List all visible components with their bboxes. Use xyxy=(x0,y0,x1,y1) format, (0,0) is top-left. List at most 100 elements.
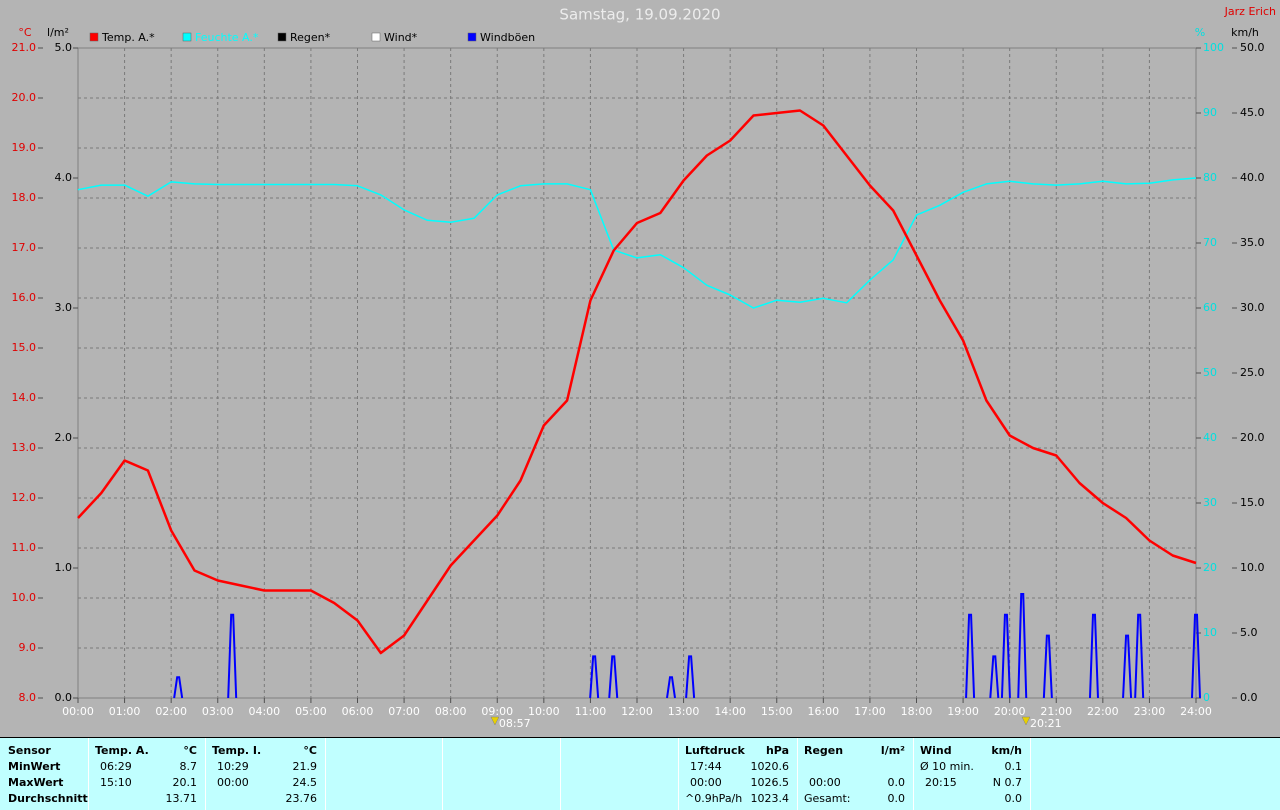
cell-time: 00:00 xyxy=(217,776,249,789)
cell-time: 20:15 xyxy=(925,776,957,789)
y-tick-label: 12.0 xyxy=(12,491,37,504)
y3-tick-label: 90 xyxy=(1203,106,1217,119)
y-tick-label: 19.0 xyxy=(12,141,37,154)
cell-value: 0.1 xyxy=(1005,760,1023,773)
legend-label: Wind* xyxy=(384,31,418,44)
column-unit: l/m² xyxy=(881,744,905,757)
x-tick-label: 06:00 xyxy=(342,705,374,718)
gust-spike xyxy=(1088,613,1099,699)
cell-value: N 0.7 xyxy=(993,776,1022,789)
gust-spike xyxy=(1042,634,1053,699)
cell-value: 0.0 xyxy=(1005,792,1023,805)
x-tick-label: 04:00 xyxy=(248,705,280,718)
column-header: Wind xyxy=(920,744,952,757)
gust-spike xyxy=(173,676,184,699)
legend-swatch xyxy=(182,32,192,42)
legend-label: Feuchte A.* xyxy=(195,31,259,44)
x-tick-label: 18:00 xyxy=(901,705,933,718)
y-tick-label: 14.0 xyxy=(12,391,37,404)
y4-tick-label: 30.0 xyxy=(1240,301,1265,314)
x-tick-label: 09:00 xyxy=(481,705,513,718)
legend-label: Regen* xyxy=(290,31,331,44)
y3-tick-label: 30 xyxy=(1203,496,1217,509)
gust-spike xyxy=(666,676,676,699)
y-tick-label: 20.0 xyxy=(12,91,37,104)
sun-marker xyxy=(1021,716,1031,726)
y-tick-label: 13.0 xyxy=(12,441,37,454)
y-tick-label: 18.0 xyxy=(12,191,37,204)
column-unit: km/h xyxy=(991,744,1022,757)
chart-title: Samstag, 19.09.2020 xyxy=(559,6,720,24)
column-unit: °C xyxy=(183,744,197,757)
row-label: MinWert xyxy=(8,760,60,773)
cell-value: 13.71 xyxy=(166,792,198,805)
x-tick-label: 07:00 xyxy=(388,705,420,718)
x-tick-label: 13:00 xyxy=(668,705,700,718)
y4-tick-label: 20.0 xyxy=(1240,431,1265,444)
table-background xyxy=(0,737,1280,810)
gust-spike xyxy=(608,655,619,699)
sun-label: 20:21 xyxy=(1030,717,1062,730)
cell-time: Ø 10 min. xyxy=(920,760,974,773)
y-tick-label: 16.0 xyxy=(12,291,37,304)
gust-spike xyxy=(989,655,1000,699)
column-unit: hPa xyxy=(766,744,789,757)
cell-value: 20.1 xyxy=(173,776,198,789)
gust-spike xyxy=(589,655,600,699)
x-tick-label: 05:00 xyxy=(295,705,327,718)
legend-swatch xyxy=(371,32,381,42)
column-header: Luftdruck xyxy=(685,744,746,757)
cell-time: 15:10 xyxy=(100,776,132,789)
y-tick-label: 11.0 xyxy=(12,541,37,554)
row-label: Sensor xyxy=(8,744,51,757)
x-tick-label: 01:00 xyxy=(109,705,141,718)
x-tick-label: 12:00 xyxy=(621,705,653,718)
y-tick-label: 10.0 xyxy=(12,591,37,604)
x-tick-label: 00:00 xyxy=(62,705,94,718)
cell-time: 06:29 xyxy=(100,760,132,773)
x-tick-label: 19:00 xyxy=(947,705,979,718)
legend-swatch xyxy=(89,32,99,42)
x-tick-label: 11:00 xyxy=(575,705,607,718)
gust-spike xyxy=(227,613,238,699)
x-tick-label: 08:00 xyxy=(435,705,467,718)
y4-tick-label: 25.0 xyxy=(1240,366,1265,379)
cell-time: 00:00 xyxy=(809,776,841,789)
y4-tick-label: 50.0 xyxy=(1240,41,1265,54)
y2-tick-label: 0.0 xyxy=(55,691,73,704)
x-tick-label: 20:00 xyxy=(994,705,1026,718)
x-tick-label: 23:00 xyxy=(1134,705,1166,718)
cell-time: Gesamt: xyxy=(804,792,851,805)
x-tick-label: 02:00 xyxy=(155,705,187,718)
legend-label: Windböen xyxy=(480,31,535,44)
y4-axis-unit: km/h xyxy=(1231,26,1259,39)
column-header: Temp. A. xyxy=(95,744,149,757)
author: Jarz Erich xyxy=(1224,5,1276,18)
y4-tick-label: 45.0 xyxy=(1240,106,1265,119)
row-label: Durchschnitt xyxy=(8,792,88,805)
chart-background xyxy=(0,0,1280,737)
column-unit: °C xyxy=(303,744,317,757)
column-header: Temp. I. xyxy=(212,744,261,757)
cell-value: 21.9 xyxy=(293,760,318,773)
x-tick-label: 03:00 xyxy=(202,705,234,718)
legend-swatch xyxy=(277,32,287,42)
y-tick-label: 8.0 xyxy=(19,691,37,704)
y-tick-label: 21.0 xyxy=(12,41,37,54)
y4-tick-label: 35.0 xyxy=(1240,236,1265,249)
y3-tick-label: 70 xyxy=(1203,236,1217,249)
y2-tick-label: 5.0 xyxy=(55,41,73,54)
x-tick-label: 22:00 xyxy=(1087,705,1119,718)
y2-tick-label: 1.0 xyxy=(55,561,73,574)
y4-tick-label: 40.0 xyxy=(1240,171,1265,184)
y-tick-label: 9.0 xyxy=(19,641,37,654)
y3-tick-label: 100 xyxy=(1203,41,1224,54)
y4-tick-label: 5.0 xyxy=(1240,626,1258,639)
y2-tick-label: 3.0 xyxy=(55,301,73,314)
gust-spike xyxy=(1017,593,1028,699)
cell-value: 0.0 xyxy=(888,792,906,805)
gust-spike xyxy=(1134,613,1145,699)
cell-time: 00:00 xyxy=(690,776,722,789)
y3-tick-label: 80 xyxy=(1203,171,1217,184)
